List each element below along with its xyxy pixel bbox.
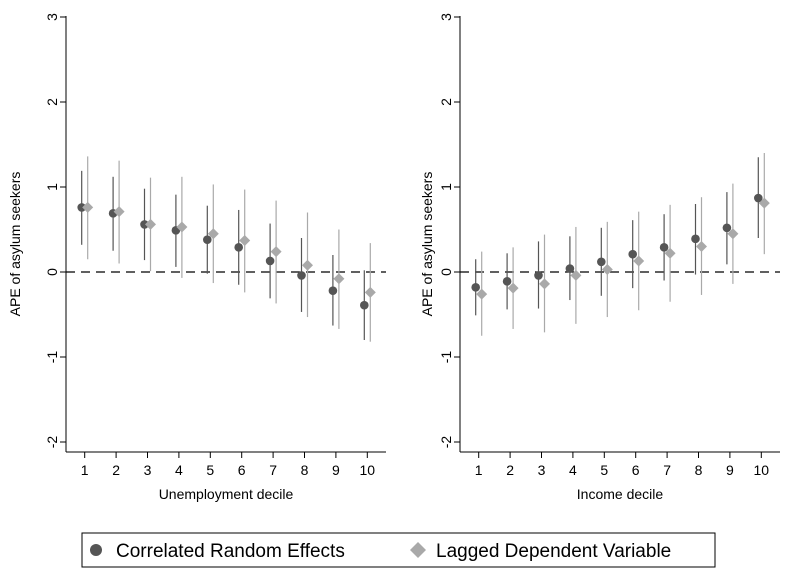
x-tick-label: 8: [695, 462, 703, 478]
y-tick-label: 3: [438, 13, 454, 21]
x-axis-title: Unemployment decile: [159, 486, 294, 502]
x-tick-label: 2: [506, 462, 514, 478]
y-tick-label: -2: [438, 436, 454, 449]
point-marker: [471, 283, 481, 292]
x-tick-label: 2: [112, 462, 120, 478]
point-marker: [140, 220, 149, 229]
y-tick-label: 2: [438, 98, 454, 106]
legend-marker-correlated-random-effects: [90, 544, 102, 556]
point-marker: [534, 271, 543, 280]
point-marker: [722, 223, 732, 233]
y-tick-label: 1: [44, 183, 60, 191]
point-marker: [628, 249, 637, 259]
point-marker: [754, 193, 763, 203]
point-marker: [507, 282, 519, 294]
series-correlated-random-effects: [77, 170, 369, 340]
y-tick-label: 3: [44, 13, 60, 21]
point-marker: [502, 277, 512, 286]
x-axis-title: Income decile: [577, 486, 664, 502]
y-axis-title: APE of asylum seekers: [7, 172, 23, 317]
x-tick-label: 10: [754, 462, 770, 478]
y-tick-label: 0: [44, 268, 60, 276]
y-tick-label: 2: [44, 98, 60, 106]
y-tick-label: -1: [44, 351, 60, 364]
income-panel: -2 -1 0 1 2 3 1 2 3 4 5 6 7 8 9 10 Income decile APE of a…: [419, 13, 780, 502]
x-tick-label: 4: [175, 462, 183, 478]
x-tick-label: 6: [238, 462, 246, 478]
point-marker: [207, 228, 219, 240]
point-marker: [265, 256, 275, 266]
point-marker: [360, 300, 369, 310]
point-marker: [270, 246, 282, 258]
point-marker: [113, 206, 125, 218]
point-marker: [633, 255, 645, 267]
point-marker: [476, 288, 488, 300]
point-marker: [758, 197, 770, 209]
x-tick-label: 7: [663, 462, 671, 478]
point-marker: [691, 234, 700, 244]
point-marker: [328, 286, 338, 296]
y-tick-label: 0: [438, 268, 454, 276]
legend-label-lagged-dependent-variable: Lagged Dependent Variable: [436, 541, 671, 562]
legend-box: [81, 532, 716, 568]
y-tick-label: -2: [44, 436, 60, 449]
point-marker: [203, 235, 212, 244]
point-marker: [333, 273, 345, 285]
point-marker: [570, 269, 582, 281]
point-marker: [364, 286, 376, 298]
point-marker: [597, 257, 606, 267]
x-tick-label: 7: [269, 462, 277, 478]
point-marker: [727, 228, 739, 240]
point-marker: [659, 243, 669, 252]
point-marker: [696, 241, 707, 252]
x-tick-label: 5: [600, 462, 608, 478]
x-tick-label: 1: [81, 462, 89, 478]
unemployment-panel: -2 -1 0 1 2 3 1 2 3 4 5 6 7 8 9 10 Unemployment decile AP…: [7, 13, 386, 502]
point-marker: [234, 243, 243, 252]
point-marker: [239, 235, 251, 247]
point-marker: [539, 278, 550, 290]
x-tick-label: 1: [475, 462, 483, 478]
legend-label-correlated-random-effects: Correlated Random Effects: [116, 541, 345, 562]
series-lagged-dependent-variable: [476, 153, 770, 336]
point-marker: [82, 201, 94, 213]
x-tick-label: 3: [144, 462, 152, 478]
legend-marker-lagged-dependent-variable: [410, 542, 426, 558]
x-tick-label: 5: [206, 462, 214, 478]
point-marker: [565, 264, 575, 273]
y-tick-label: -1: [438, 351, 454, 364]
point-marker: [302, 259, 313, 271]
point-marker: [601, 263, 613, 275]
y-tick-label: 1: [438, 183, 454, 191]
x-tick-label: 4: [569, 462, 577, 478]
x-tick-label: 10: [360, 462, 376, 478]
legend: Correlated Random Effects Lagged Depende…: [81, 532, 716, 568]
point-marker: [664, 247, 676, 259]
point-marker: [77, 203, 86, 212]
x-tick-label: 9: [332, 462, 340, 478]
y-axis-title: APE of asylum seekers: [419, 172, 435, 317]
point-marker: [176, 221, 188, 233]
x-tick-label: 8: [301, 462, 309, 478]
x-tick-label: 6: [632, 462, 640, 478]
series-lagged-dependent-variable: [82, 156, 376, 342]
point-marker: [297, 271, 306, 280]
series-correlated-random-effects: [471, 157, 763, 316]
x-tick-label: 9: [726, 462, 734, 478]
x-tick-label: 3: [538, 462, 546, 478]
point-marker: [145, 218, 156, 230]
